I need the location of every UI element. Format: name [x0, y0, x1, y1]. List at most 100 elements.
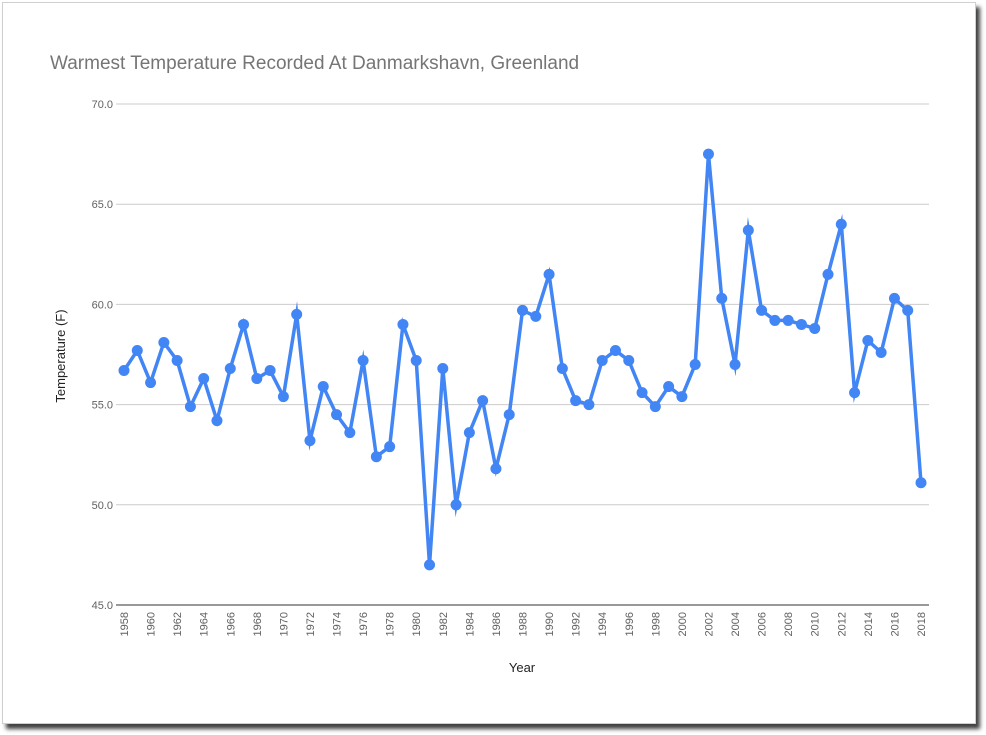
y-axis-title: Temperature (F): [53, 309, 68, 402]
data-point: [503, 409, 515, 421]
x-tick-label: 1958: [119, 612, 131, 636]
x-tick-label: 1980: [411, 612, 423, 636]
data-point: [583, 399, 595, 411]
x-axis-title: Year: [509, 660, 536, 675]
data-point: [370, 451, 382, 463]
x-tick-label: 2018: [916, 612, 928, 636]
x-tick-label: 2004: [730, 612, 742, 636]
data-point: [556, 363, 568, 375]
data-point: [822, 268, 834, 280]
data-point: [862, 334, 874, 346]
x-tick-label: 1964: [199, 612, 211, 636]
x-tick-labels: 1958 1960 1962 1964 1966 1968 1970 1972 1974 1976…: [119, 612, 928, 636]
data-point: [702, 148, 714, 160]
x-tick-label: 2008: [783, 612, 795, 636]
data-point: [224, 363, 236, 375]
x-tick-label: 2006: [757, 612, 769, 636]
x-tick-label: 1970: [278, 612, 290, 636]
data-point: [184, 401, 196, 413]
data-point: [530, 310, 542, 322]
data-point: [131, 344, 143, 356]
data-point: [782, 314, 794, 326]
data-point: [729, 359, 741, 371]
data-point: [437, 363, 449, 375]
x-tick-label: 1978: [385, 612, 397, 636]
data-point: [623, 355, 635, 367]
data-point: [264, 365, 276, 377]
data-point: [145, 377, 157, 389]
data-point: [809, 322, 821, 334]
data-point: [410, 355, 422, 367]
data-point: [689, 359, 701, 371]
data-point: [211, 415, 223, 427]
x-tick-label: 1968: [252, 612, 264, 636]
data-point: [517, 304, 528, 316]
x-tick-label: 1990: [544, 612, 556, 636]
data-point: [450, 499, 462, 511]
x-tick-label: 1966: [225, 612, 237, 636]
data-point: [238, 318, 250, 330]
x-tick-label: 1982: [438, 612, 450, 636]
data-point: [304, 435, 316, 447]
data-point: [357, 355, 369, 367]
y-tick-label: 45.0: [92, 600, 113, 612]
data-point: [902, 304, 914, 316]
y-tick-label: 55.0: [92, 400, 113, 412]
y-tick-label: 65.0: [92, 199, 113, 211]
data-point: [424, 559, 436, 571]
gridlines: [116, 103, 929, 606]
data-point: [835, 218, 847, 230]
x-tick-label: 2010: [810, 612, 822, 636]
data-point: [742, 224, 754, 236]
x-tick-label: 2002: [703, 612, 715, 636]
x-tick-label: 1986: [491, 612, 503, 636]
data-points: [118, 148, 927, 571]
data-point: [477, 395, 489, 407]
x-tick-label: 2016: [889, 612, 901, 636]
data-point: [384, 441, 396, 453]
data-point: [716, 292, 728, 304]
data-point: [795, 318, 807, 330]
y-tick-label: 60.0: [92, 299, 113, 311]
data-point: [291, 308, 303, 320]
data-point: [769, 314, 781, 326]
data-point: [849, 387, 861, 399]
data-point: [596, 355, 608, 367]
series-line: [122, 153, 923, 566]
x-tick-label: 2012: [836, 612, 848, 636]
line-chart: 45.0 50.0 55.0 60.0 65.0 70.0 1958 1960 1962 196…: [53, 99, 929, 675]
x-tick-label: 1972: [305, 612, 317, 636]
data-point: [543, 268, 555, 280]
data-point: [490, 463, 502, 475]
x-tick-label: 2000: [677, 612, 689, 636]
data-point: [198, 373, 210, 385]
y-tick-labels: 45.0 50.0 55.0 60.0 65.0 70.0: [92, 99, 113, 612]
data-point: [277, 391, 289, 403]
x-tick-label: 1960: [146, 612, 158, 636]
y-tick-label: 50.0: [92, 500, 113, 512]
data-point: [171, 355, 183, 367]
x-tick-label: 1976: [358, 612, 370, 636]
x-tick-label: 1992: [571, 612, 583, 636]
data-point: [875, 347, 887, 358]
data-point: [317, 381, 329, 393]
x-tick-label: 1962: [172, 612, 184, 636]
y-tick-label: 70.0: [92, 99, 113, 111]
data-point: [570, 395, 582, 407]
x-tick-label: 1998: [650, 612, 662, 636]
chart-title: Warmest Temperature Recorded At Danmarks…: [50, 53, 580, 74]
x-tick-label: 1984: [464, 612, 476, 636]
data-point: [676, 391, 688, 403]
data-point: [118, 365, 130, 377]
chart-container: Warmest Temperature Recorded At Danmarks…: [2, 2, 976, 724]
data-point: [331, 409, 343, 421]
data-point: [609, 344, 621, 356]
x-tick-label: 1996: [624, 612, 636, 636]
data-point: [915, 477, 927, 489]
data-point: [397, 318, 409, 330]
x-tick-label: 2014: [863, 612, 875, 636]
data-point: [344, 427, 356, 439]
data-point: [158, 336, 170, 348]
x-tick-label: 1994: [597, 612, 609, 636]
data-point: [649, 401, 661, 413]
